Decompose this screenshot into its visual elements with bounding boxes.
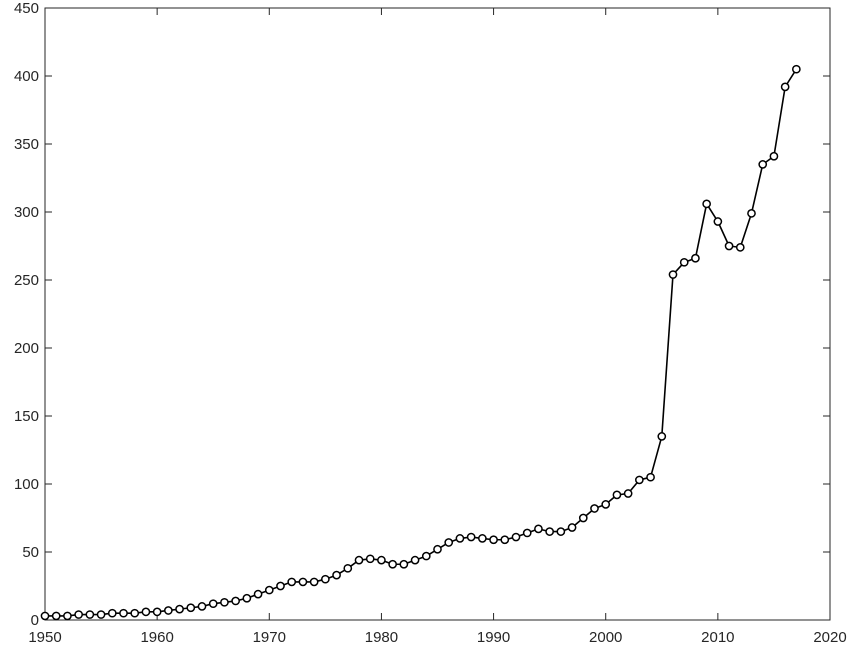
- x-tick-label: 2010: [701, 629, 734, 646]
- data-point: [287, 577, 297, 587]
- data-point: [332, 570, 341, 580]
- data-point: [141, 607, 151, 617]
- data-point: [724, 241, 734, 251]
- data-point: [152, 607, 162, 617]
- y-axis: 0 50 100 150 200 250 300 350 400 450: [14, 0, 830, 629]
- data-point: [668, 270, 678, 279]
- x-tick-label: 1980: [365, 629, 398, 646]
- y-tick-label: 400: [14, 68, 39, 85]
- data-point: [556, 527, 566, 536]
- y-tick-label: 250: [14, 272, 39, 289]
- y-tick-label: 300: [14, 204, 39, 221]
- data-point: [780, 82, 790, 92]
- plot-area: [44, 7, 831, 621]
- data-point: [130, 608, 140, 618]
- data-point: [186, 603, 196, 613]
- data-point: [713, 217, 723, 226]
- data-point: [623, 489, 633, 498]
- y-tick-label: 200: [14, 340, 39, 357]
- data-point: [747, 209, 756, 218]
- data-point: [51, 611, 61, 621]
- data-point: [792, 64, 801, 74]
- y-tick-label: 0: [31, 612, 39, 629]
- data-point: [74, 610, 83, 619]
- data-point: [511, 532, 521, 542]
- y-tick-label: 350: [14, 136, 39, 153]
- data-point: [309, 577, 319, 587]
- data-point: [253, 589, 263, 599]
- data-point: [264, 585, 274, 595]
- x-tick-label: 1990: [477, 629, 510, 646]
- data-point: [769, 151, 779, 161]
- data-point: [646, 472, 655, 482]
- data-point: [220, 597, 229, 607]
- y-tick-label: 150: [14, 408, 39, 425]
- data-point: [478, 534, 487, 543]
- data-point: [410, 555, 420, 565]
- data-point: [578, 513, 588, 523]
- data-point: [276, 581, 285, 591]
- y-tick-label: 100: [14, 476, 39, 493]
- x-tick-label: 2020: [813, 629, 846, 646]
- data-point: [197, 602, 207, 611]
- data-point: [388, 559, 397, 569]
- data-point: [567, 523, 577, 532]
- data-point: [500, 535, 510, 545]
- data-point: [489, 535, 498, 545]
- plot-frame: [44, 7, 831, 621]
- data-point: [231, 596, 240, 606]
- data-point: [85, 610, 95, 619]
- data-point: [433, 544, 442, 554]
- x-tick-label: 1960: [140, 629, 173, 646]
- data-point: [590, 504, 599, 513]
- data-point: [298, 577, 308, 587]
- data-point: [534, 524, 543, 534]
- x-axis: 1950 1960 1970 1980 1990 2000 2010 2020: [28, 8, 847, 646]
- data-point: [466, 532, 476, 542]
- data-point: [444, 538, 454, 547]
- data-point: [635, 475, 644, 485]
- data-point: [63, 611, 72, 621]
- data-point: [612, 490, 622, 500]
- data-point: [702, 199, 711, 209]
- data-point: [119, 608, 128, 618]
- data-point: [208, 599, 218, 609]
- data-point: [40, 611, 50, 621]
- data-point: [343, 563, 353, 573]
- data-point: [175, 604, 184, 614]
- data-point: [365, 554, 375, 564]
- data-series: [40, 64, 801, 621]
- data-point: [691, 253, 700, 263]
- x-tick-label: 1970: [253, 629, 286, 646]
- data-point: [96, 610, 106, 619]
- data-point: [455, 534, 465, 543]
- data-point: [758, 160, 768, 169]
- data-point: [522, 528, 532, 538]
- data-point: [679, 257, 689, 267]
- y-tick-label: 450: [14, 0, 39, 17]
- data-point: [321, 574, 330, 584]
- y-tick-label: 50: [22, 544, 39, 561]
- data-point: [107, 608, 117, 618]
- x-tick-label: 1950: [28, 629, 61, 646]
- data-point: [735, 243, 745, 252]
- data-point: [545, 527, 554, 536]
- data-point: [601, 500, 611, 509]
- data-point: [377, 555, 386, 565]
- x-tick-label: 2000: [589, 629, 622, 646]
- data-point: [399, 559, 409, 569]
- data-point: [354, 555, 364, 565]
- data-point: [657, 432, 667, 441]
- data-point: [164, 606, 173, 615]
- data-point: [421, 551, 431, 561]
- data-point: [242, 593, 252, 603]
